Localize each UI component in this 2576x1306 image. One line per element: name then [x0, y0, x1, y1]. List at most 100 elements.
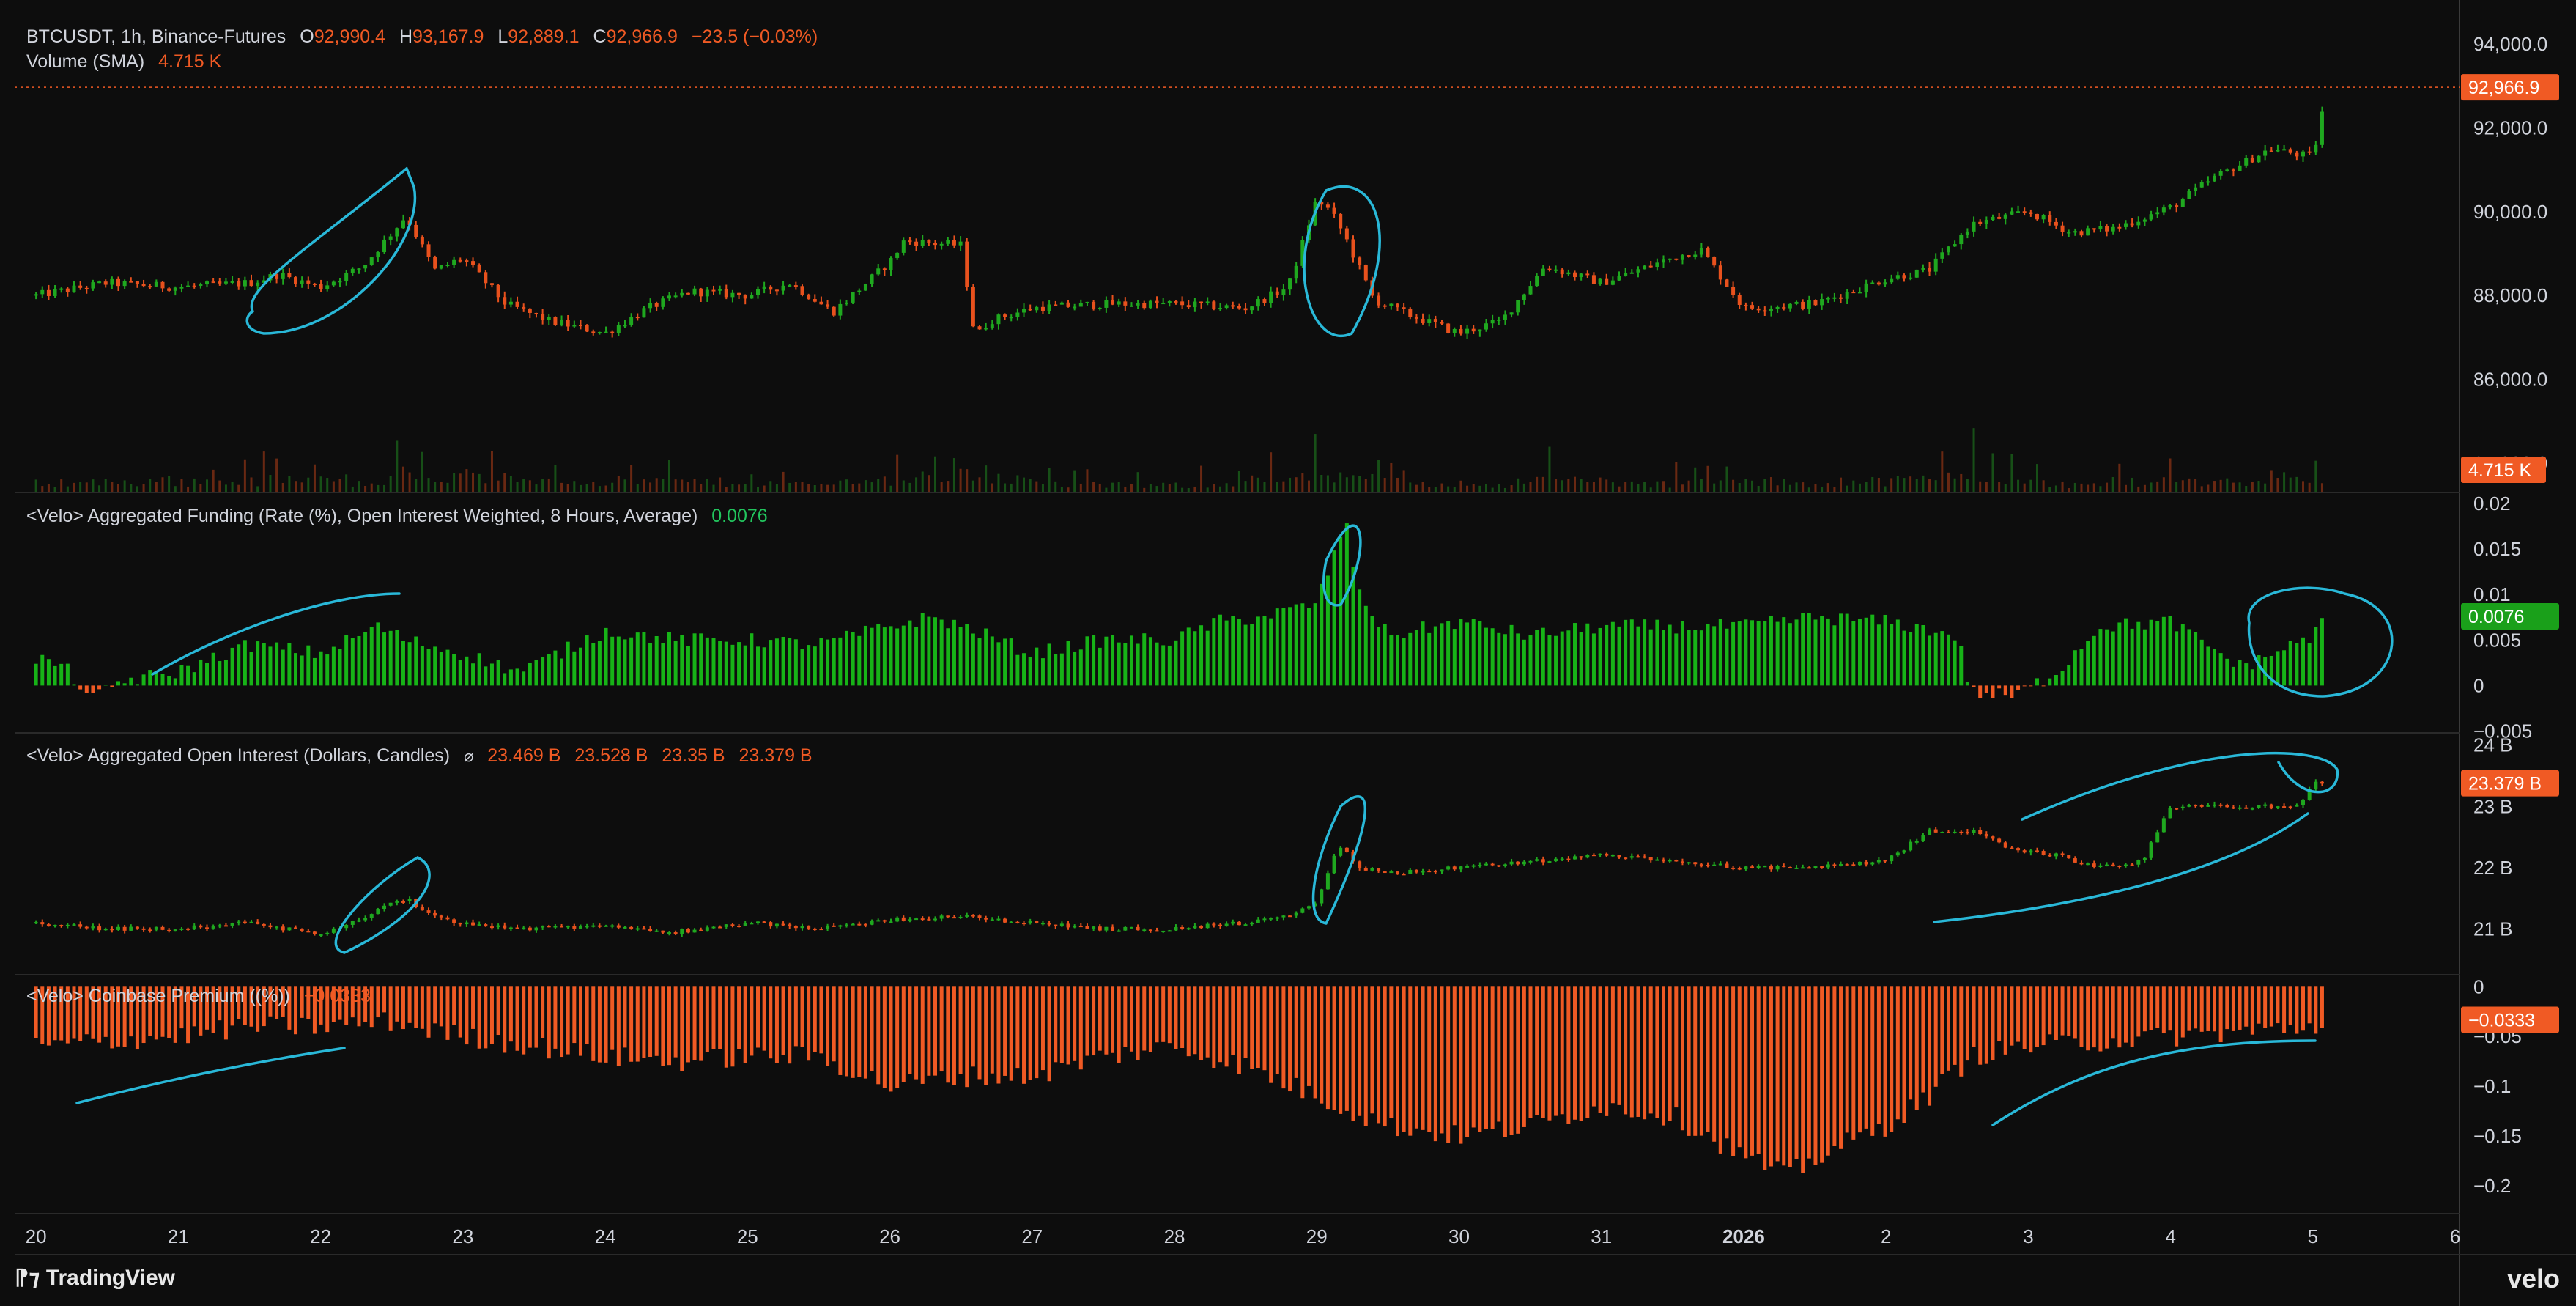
funding-bar[interactable]: [1662, 630, 1666, 686]
open_interest-candle[interactable]: [103, 929, 108, 931]
price-candle[interactable]: [560, 320, 564, 325]
price-candle[interactable]: [2105, 226, 2109, 232]
coinbase_premium-bar[interactable]: [1180, 986, 1185, 1049]
volume-bar[interactable]: [206, 479, 209, 492]
coinbase_premium-bar[interactable]: [1769, 986, 1773, 1167]
price-candle[interactable]: [1699, 248, 1703, 255]
funding-bar[interactable]: [439, 652, 443, 686]
funding-bar[interactable]: [1269, 618, 1273, 686]
open_interest-candle[interactable]: [774, 923, 779, 927]
volume-bar[interactable]: [1814, 484, 1817, 492]
open_interest-candle[interactable]: [1339, 847, 1343, 856]
open_interest-candle[interactable]: [591, 925, 596, 927]
price-candle[interactable]: [774, 289, 779, 292]
open_interest-candle[interactable]: [1256, 919, 1260, 923]
volume-bar[interactable]: [908, 482, 911, 492]
open_interest-candle[interactable]: [420, 907, 424, 911]
price-candle[interactable]: [1756, 308, 1761, 311]
coinbase_premium-bar[interactable]: [84, 986, 89, 1035]
price-candle[interactable]: [1662, 259, 1666, 263]
price-candle[interactable]: [1870, 282, 1875, 284]
open_interest-candle[interactable]: [1497, 865, 1501, 867]
price-candle[interactable]: [1680, 255, 1684, 260]
open_interest-candle[interactable]: [635, 928, 640, 930]
volume-bar[interactable]: [674, 479, 677, 492]
open_interest-candle[interactable]: [160, 926, 165, 930]
price-candle[interactable]: [2257, 155, 2261, 163]
open_interest-candle[interactable]: [553, 926, 558, 928]
coinbase_premium-bar[interactable]: [1174, 986, 1178, 1049]
price-candle[interactable]: [129, 281, 133, 283]
volume-bar[interactable]: [1193, 486, 1196, 492]
coinbase_premium-bar[interactable]: [1933, 986, 1938, 1087]
volume-bar[interactable]: [915, 477, 918, 492]
open_interest-candle[interactable]: [1959, 831, 1964, 833]
funding-bar[interactable]: [2257, 655, 2261, 686]
coinbase_premium-bar[interactable]: [857, 986, 862, 1077]
price-candle[interactable]: [762, 286, 766, 289]
funding-bar[interactable]: [477, 653, 481, 686]
coinbase_premium-bar[interactable]: [2180, 986, 2185, 1038]
coinbase_premium-bar[interactable]: [141, 986, 146, 1044]
coinbase_premium-bar[interactable]: [1839, 986, 1843, 1149]
volume-bar[interactable]: [1719, 480, 1722, 492]
coinbase_premium-bar[interactable]: [1167, 986, 1172, 1044]
coinbase_premium-bar[interactable]: [876, 986, 881, 1085]
coinbase_premium-bar[interactable]: [407, 986, 412, 1023]
funding-bar[interactable]: [2187, 629, 2191, 686]
funding-bar[interactable]: [807, 645, 811, 686]
open_interest-candle[interactable]: [1433, 871, 1437, 873]
funding-bar[interactable]: [2098, 629, 2103, 686]
open_interest-candle[interactable]: [597, 925, 602, 927]
volume-bar[interactable]: [1352, 475, 1355, 492]
open_interest-candle[interactable]: [186, 928, 190, 930]
coinbase_premium-bar[interactable]: [2111, 986, 2115, 1039]
open_interest-candle[interactable]: [287, 927, 292, 931]
volume-bar[interactable]: [1840, 477, 1843, 492]
volume-bar[interactable]: [1035, 481, 1038, 492]
volume-bar[interactable]: [2188, 478, 2191, 492]
open_interest-candle[interactable]: [1782, 866, 1786, 868]
open_interest-candle[interactable]: [2320, 781, 2324, 784]
open_interest-candle[interactable]: [1471, 865, 1476, 867]
coinbase_premium-bar[interactable]: [2041, 986, 2046, 1046]
coinbase_premium-bar[interactable]: [1332, 986, 1336, 1110]
price-candle[interactable]: [167, 288, 171, 291]
funding-bar[interactable]: [508, 669, 513, 686]
coinbase_premium-bar[interactable]: [1788, 986, 1792, 1167]
coinbase_premium-bar[interactable]: [1794, 986, 1799, 1159]
coinbase_premium-bar[interactable]: [566, 986, 570, 1055]
funding-bar[interactable]: [2213, 649, 2217, 686]
open_interest-candle[interactable]: [1832, 864, 1837, 866]
open_interest-candle[interactable]: [1281, 915, 1286, 918]
price-candle[interactable]: [610, 331, 615, 333]
coinbase_premium-bar[interactable]: [807, 986, 811, 1061]
funding-bar[interactable]: [1212, 618, 1216, 686]
price-candle[interactable]: [148, 286, 152, 288]
funding-bar[interactable]: [433, 646, 437, 686]
open_interest-candle[interactable]: [933, 918, 938, 921]
open_interest-candle[interactable]: [2288, 806, 2292, 808]
hidden-eye-icon[interactable]: ⌀: [464, 747, 474, 765]
price-candle[interactable]: [781, 285, 785, 291]
funding-bar[interactable]: [1928, 635, 1932, 686]
volume-bar[interactable]: [630, 465, 633, 492]
price-candle[interactable]: [503, 297, 507, 305]
coinbase_premium-bar[interactable]: [489, 986, 494, 1044]
coinbase_premium-bar[interactable]: [984, 986, 988, 1085]
open_interest-candle[interactable]: [2250, 808, 2254, 810]
volume-bar[interactable]: [2308, 482, 2311, 492]
volume-bar[interactable]: [345, 474, 348, 492]
funding-bar[interactable]: [1003, 638, 1007, 686]
coinbase_premium-bar[interactable]: [1997, 986, 2002, 1042]
price-candle[interactable]: [1358, 257, 1362, 265]
volume-bar[interactable]: [2150, 482, 2153, 492]
coinbase_premium-bar[interactable]: [363, 986, 368, 1022]
funding-bar[interactable]: [1313, 603, 1317, 686]
volume-bar[interactable]: [1592, 482, 1595, 492]
price-candle[interactable]: [1535, 276, 1539, 287]
price-candle[interactable]: [1579, 273, 1583, 278]
volume-bar[interactable]: [1415, 484, 1418, 492]
funding-bar[interactable]: [1991, 685, 1995, 698]
open_interest-candle[interactable]: [1851, 864, 1856, 866]
